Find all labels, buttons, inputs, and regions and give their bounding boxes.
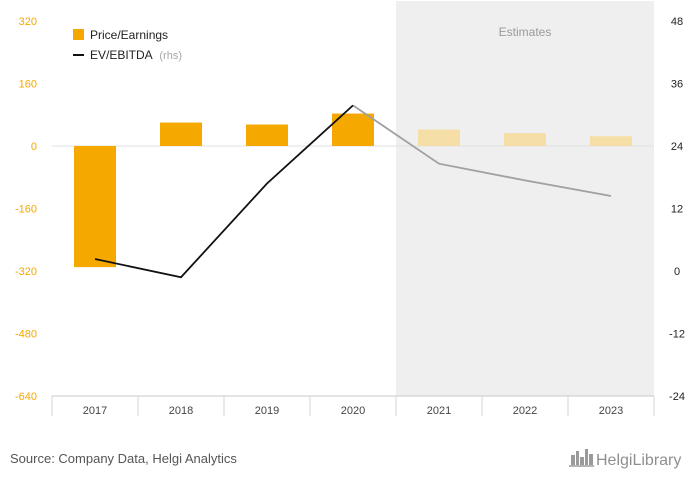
- left-tick-label: -160: [15, 204, 37, 216]
- x-axis: 2017 2018 2019 2020 2021 2022 2023: [51, 395, 655, 417]
- right-tick-label: 36: [671, 79, 683, 91]
- skyline-block: [571, 455, 575, 465]
- line-ev-ebitda-estimates: [352, 104, 612, 197]
- bar-price-earnings-2018: [160, 122, 202, 146]
- city-skyline-icon: [569, 449, 594, 467]
- right-tick-label: -24: [669, 391, 685, 403]
- x-tick-label: 2017: [83, 405, 107, 417]
- legend-rhs-suffix: (rhs): [159, 50, 182, 62]
- legend-ev-ebitda-label: EV/EBITDA (rhs): [90, 48, 182, 62]
- right-tick-label: 24: [671, 141, 683, 153]
- right-tick-label: 48: [671, 16, 683, 28]
- left-tick-label: -320: [15, 266, 37, 278]
- bar-price-earnings-2021: [418, 129, 460, 146]
- left-tick-label: 320: [19, 16, 37, 28]
- skyline-block: [576, 451, 579, 465]
- right-tick-label: 12: [671, 204, 683, 216]
- line-ev-ebitda-actual: [94, 104, 354, 279]
- x-tick-label: 2018: [169, 405, 193, 417]
- legend-ev-ebitda-name: EV/EBITDA: [90, 48, 153, 62]
- left-tick-label: 160: [19, 79, 37, 91]
- x-tick-label: 2022: [513, 405, 537, 417]
- left-axis-ticks: 320 160 0 -160 -320 -480 -640: [15, 16, 37, 403]
- right-tick-label: 0: [674, 266, 680, 278]
- skyline-block: [589, 454, 593, 465]
- legend: Price/Earnings EV/EBITDA (rhs): [73, 28, 182, 62]
- estimates-band: [396, 1, 654, 396]
- legend-price-earnings-label: Price/Earnings: [90, 28, 168, 42]
- estimates-label: Estimates: [499, 25, 552, 39]
- left-tick-label: -480: [15, 329, 37, 341]
- legend-price-earnings-swatch: [73, 29, 84, 40]
- bar-price-earnings-2022: [504, 133, 546, 146]
- price-earnings-bars: [74, 113, 632, 268]
- ev-ebitda-line: [94, 104, 612, 279]
- bar-price-earnings-2023: [590, 136, 632, 146]
- left-tick-label: -640: [15, 391, 37, 403]
- bar-price-earnings-2017: [74, 146, 116, 268]
- right-axis-ticks: 48 36 24 12 0 -12 -24: [669, 16, 685, 403]
- bar-price-earnings-2019: [246, 124, 288, 146]
- source-note: Source: Company Data, Helgi Analytics: [10, 451, 237, 466]
- skyline-block: [585, 449, 588, 465]
- x-tick-label: 2020: [341, 405, 365, 417]
- x-tick-label: 2019: [255, 405, 279, 417]
- x-tick-label: 2021: [427, 405, 451, 417]
- right-tick-label: -12: [669, 329, 685, 341]
- skyline-block: [580, 457, 584, 465]
- helgi-library-logo: HelgiLibrary: [569, 449, 681, 469]
- x-tick-label: 2023: [599, 405, 623, 417]
- left-tick-label: 0: [31, 141, 37, 153]
- brand-label: HelgiLibrary: [596, 452, 681, 469]
